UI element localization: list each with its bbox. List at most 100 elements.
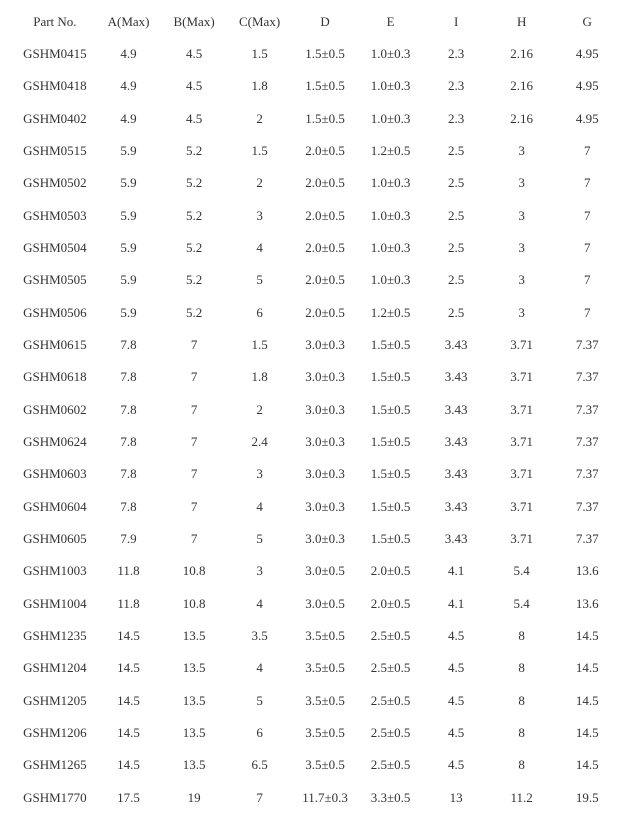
table-cell: 1.0±0.3 [370, 110, 411, 126]
table-cell: 2.16 [510, 78, 534, 94]
table-cell: 19 [187, 789, 201, 805]
table-cell: 2.0±0.5 [305, 304, 345, 320]
part-number-cell: GSHM1204 [23, 660, 87, 676]
column-header-e: E [386, 14, 395, 29]
table-cell: 2.0±0.5 [305, 240, 345, 256]
table-cell: 3.0±0.3 [305, 369, 345, 385]
table-cell: 4 [256, 660, 263, 676]
table-cell: 3.0±0.3 [305, 531, 345, 547]
part-number-cell: GSHM0624 [23, 434, 87, 450]
table-cell: 7 [190, 401, 198, 417]
table-cell: 4.5 [185, 78, 203, 94]
table-cell: 5.9 [120, 207, 137, 223]
table-header-row: Part No. A(Max) B(Max) C(Max) D E I H G [14, 6, 620, 38]
table-cell: 5 [256, 272, 263, 288]
table-cell: 2.0±0.5 [305, 175, 345, 191]
table-cell: 2.0±0.5 [370, 595, 411, 611]
column-header-d: D [320, 14, 330, 29]
part-number-cell: GSHM0402 [23, 110, 87, 126]
part-number-cell: GSHM0618 [23, 369, 87, 385]
table-cell: 1.5±0.5 [370, 369, 411, 385]
table-row: GSHM0505 5.9 5.2 5 2.0±0.5 1.0±0.3 2.5 3 7 [14, 264, 620, 296]
table-cell: 5.2 [185, 207, 203, 223]
table-cell: 3 [256, 466, 263, 482]
table-cell: 2.0±0.5 [370, 563, 411, 579]
table-cell: 14.5 [117, 757, 140, 773]
table-cell: 1.8 [251, 78, 268, 94]
part-number-cell: GSHM0418 [23, 78, 87, 94]
table-row: GSHM0502 5.9 5.2 2 2.0±0.5 1.0±0.3 2.5 3 7 [14, 167, 620, 199]
table-cell: 1.0±0.3 [370, 46, 411, 62]
table-cell: 14.5 [575, 692, 599, 708]
table-cell: 3.43 [444, 434, 468, 450]
parts-table: Part No. A(Max) B(Max) C(Max) D E I H G GSHM0415… [14, 6, 620, 814]
table-cell: 7.37 [575, 369, 599, 385]
table-cell: 2.0±0.5 [305, 143, 345, 159]
table-cell: 3.3±0.5 [370, 789, 411, 805]
table-cell: 2 [256, 175, 263, 191]
table-cell: 3 [518, 143, 525, 159]
table-cell: 1.0±0.3 [370, 240, 411, 256]
table-cell: 1.5±0.5 [370, 466, 411, 482]
table-cell: 3.43 [444, 466, 468, 482]
table-cell: 4.5 [448, 628, 465, 644]
table-cell: 2.5 [448, 175, 465, 191]
table-cell: 14.5 [117, 628, 140, 644]
table-cell: 4.9 [120, 110, 137, 126]
part-number-cell: GSHM1770 [23, 789, 87, 805]
table-cell: 1.5±0.5 [370, 337, 411, 353]
table-body: GSHM0415 4.9 4.5 1.5 1.5±0.5 1.0±0.3 2.3 2.16 4.… [14, 38, 620, 814]
table-cell: 17.5 [117, 789, 140, 805]
table-cell: 3.71 [510, 434, 534, 450]
table-cell: 11.2 [510, 789, 533, 805]
table-cell: 4 [256, 595, 263, 611]
table-cell: 3.0±0.3 [305, 466, 345, 482]
table-row: GSHM0503 5.9 5.2 3 2.0±0.5 1.0±0.3 2.5 3 7 [14, 200, 620, 232]
table-cell: 2.5±0.5 [370, 692, 411, 708]
column-header-h: H [516, 14, 527, 29]
table-row: GSHM0506 5.9 5.2 6 2.0±0.5 1.2±0.5 2.5 3 7 [14, 297, 620, 329]
table-cell: 2.5 [448, 304, 465, 320]
table-cell: 4.95 [575, 110, 599, 126]
column-header-a-max: A(Max) [107, 14, 150, 29]
table-cell: 4.5 [448, 660, 465, 676]
table-cell: 3.0±0.5 [305, 595, 345, 611]
table-cell: 1.2±0.5 [370, 143, 411, 159]
table-row: GSHM0605 7.9 7 5 3.0±0.3 1.5±0.5 3.43 3.71 7.37 [14, 523, 620, 555]
table-cell: 4.5 [448, 725, 465, 741]
table-cell: 2.3 [448, 46, 465, 62]
table-cell: 3 [518, 207, 525, 223]
table-cell: 2.5±0.5 [370, 628, 411, 644]
table-cell: 7 [583, 175, 591, 191]
table-cell: 3.43 [444, 337, 468, 353]
table-row: GSHM0402 4.9 4.5 2 1.5±0.5 1.0±0.3 2.3 2.16 4.95 [14, 103, 620, 135]
table-cell: 7 [190, 337, 198, 353]
part-number-cell: GSHM0505 [23, 272, 87, 288]
table-cell: 13.5 [182, 692, 206, 708]
table-row: GSHM1204 14.5 13.5 4 3.5±0.5 2.5±0.5 4.5 8 14.5 [14, 652, 620, 684]
table-cell: 5.4 [513, 563, 530, 579]
table-row: GSHM1770 17.5 19 7 11.7±0.3 3.3±0.5 13 11.2 19.5 [14, 782, 620, 814]
table-cell: 8 [518, 692, 525, 708]
table-cell: 11.7±0.3 [302, 789, 348, 805]
table-cell: 7 [256, 789, 263, 805]
table-row: GSHM0603 7.8 7 3 3.0±0.3 1.5±0.5 3.43 3.71 7.37 [14, 458, 620, 490]
table-cell: 5.9 [120, 304, 137, 320]
table-cell: 5.9 [120, 143, 137, 159]
table-cell: 3.43 [444, 369, 468, 385]
table-cell: 14.5 [575, 660, 599, 676]
table-cell: 5.9 [120, 272, 137, 288]
table-cell: 3.5 [251, 628, 268, 644]
table-row: GSHM0515 5.9 5.2 1.5 2.0±0.5 1.2±0.5 2.5 3 7 [14, 135, 620, 167]
table-cell: 2.0±0.5 [305, 207, 345, 223]
table-cell: 6 [256, 725, 263, 741]
table-cell: 5.4 [513, 595, 530, 611]
table-cell: 10.8 [182, 595, 206, 611]
table-cell: 7 [583, 304, 591, 320]
table-cell: 4.9 [120, 78, 137, 94]
table-cell: 1.0±0.3 [370, 175, 411, 191]
column-header-i: I [453, 14, 459, 29]
table-cell: 3.71 [510, 369, 534, 385]
part-number-cell: GSHM0515 [23, 143, 87, 159]
table-cell: 10.8 [182, 563, 206, 579]
